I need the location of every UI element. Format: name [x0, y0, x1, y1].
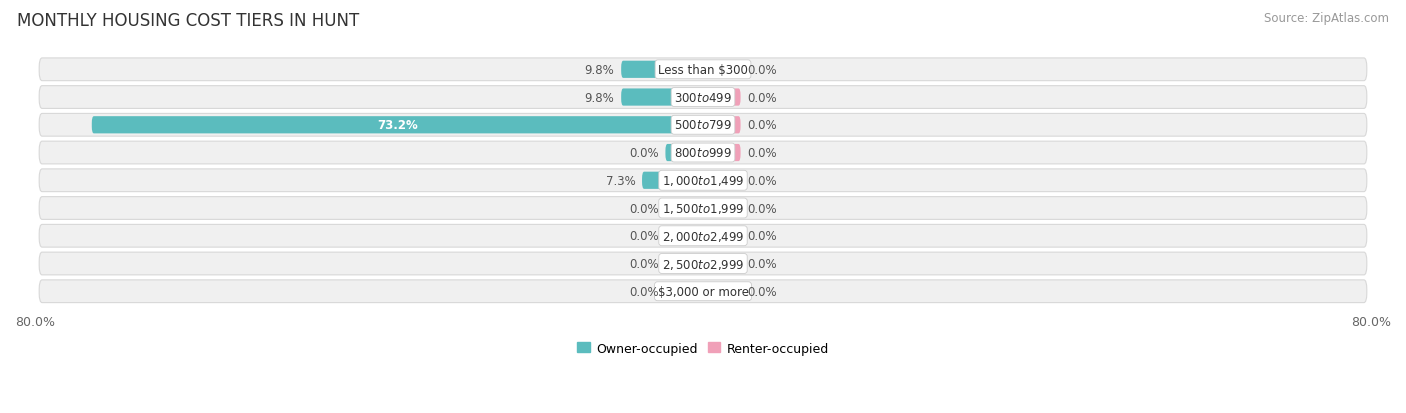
Text: 0.0%: 0.0%: [628, 285, 659, 298]
FancyBboxPatch shape: [703, 117, 741, 134]
Text: 0.0%: 0.0%: [747, 119, 778, 132]
Text: 0.0%: 0.0%: [747, 257, 778, 271]
Text: 0.0%: 0.0%: [747, 64, 778, 76]
FancyBboxPatch shape: [665, 255, 703, 273]
FancyBboxPatch shape: [665, 145, 703, 162]
Text: 0.0%: 0.0%: [628, 147, 659, 160]
FancyBboxPatch shape: [39, 280, 1367, 303]
Text: 0.0%: 0.0%: [747, 202, 778, 215]
FancyBboxPatch shape: [703, 172, 741, 190]
FancyBboxPatch shape: [703, 62, 741, 79]
Text: $500 to $799: $500 to $799: [673, 119, 733, 132]
Text: $2,000 to $2,499: $2,000 to $2,499: [662, 229, 744, 243]
Text: 0.0%: 0.0%: [628, 230, 659, 243]
Text: 9.8%: 9.8%: [585, 64, 614, 76]
FancyBboxPatch shape: [703, 145, 741, 162]
Text: $1,000 to $1,499: $1,000 to $1,499: [662, 174, 744, 188]
Text: $3,000 or more: $3,000 or more: [658, 285, 748, 298]
Legend: Owner-occupied, Renter-occupied: Owner-occupied, Renter-occupied: [572, 337, 834, 360]
Text: Source: ZipAtlas.com: Source: ZipAtlas.com: [1264, 12, 1389, 25]
Text: 73.2%: 73.2%: [377, 119, 418, 132]
FancyBboxPatch shape: [703, 255, 741, 273]
FancyBboxPatch shape: [643, 172, 703, 190]
FancyBboxPatch shape: [39, 169, 1367, 192]
Text: 0.0%: 0.0%: [628, 202, 659, 215]
FancyBboxPatch shape: [39, 59, 1367, 81]
FancyBboxPatch shape: [703, 228, 741, 245]
Text: 0.0%: 0.0%: [747, 147, 778, 160]
Text: MONTHLY HOUSING COST TIERS IN HUNT: MONTHLY HOUSING COST TIERS IN HUNT: [17, 12, 359, 30]
Text: $1,500 to $1,999: $1,500 to $1,999: [662, 202, 744, 216]
FancyBboxPatch shape: [621, 89, 703, 107]
FancyBboxPatch shape: [665, 228, 703, 245]
Text: $2,500 to $2,999: $2,500 to $2,999: [662, 257, 744, 271]
Text: 0.0%: 0.0%: [628, 257, 659, 271]
Text: 0.0%: 0.0%: [747, 230, 778, 243]
Text: $300 to $499: $300 to $499: [673, 91, 733, 104]
FancyBboxPatch shape: [39, 252, 1367, 275]
FancyBboxPatch shape: [39, 86, 1367, 109]
Text: 9.8%: 9.8%: [585, 91, 614, 104]
FancyBboxPatch shape: [665, 283, 703, 300]
FancyBboxPatch shape: [621, 62, 703, 79]
FancyBboxPatch shape: [665, 200, 703, 217]
Text: 7.3%: 7.3%: [606, 174, 636, 188]
Text: 0.0%: 0.0%: [747, 174, 778, 188]
FancyBboxPatch shape: [39, 197, 1367, 220]
Text: $800 to $999: $800 to $999: [673, 147, 733, 160]
FancyBboxPatch shape: [703, 200, 741, 217]
Text: Less than $300: Less than $300: [658, 64, 748, 76]
FancyBboxPatch shape: [91, 117, 703, 134]
FancyBboxPatch shape: [39, 114, 1367, 137]
Text: 0.0%: 0.0%: [747, 285, 778, 298]
FancyBboxPatch shape: [703, 283, 741, 300]
Text: 0.0%: 0.0%: [747, 91, 778, 104]
FancyBboxPatch shape: [39, 225, 1367, 247]
FancyBboxPatch shape: [39, 142, 1367, 164]
FancyBboxPatch shape: [703, 89, 741, 107]
